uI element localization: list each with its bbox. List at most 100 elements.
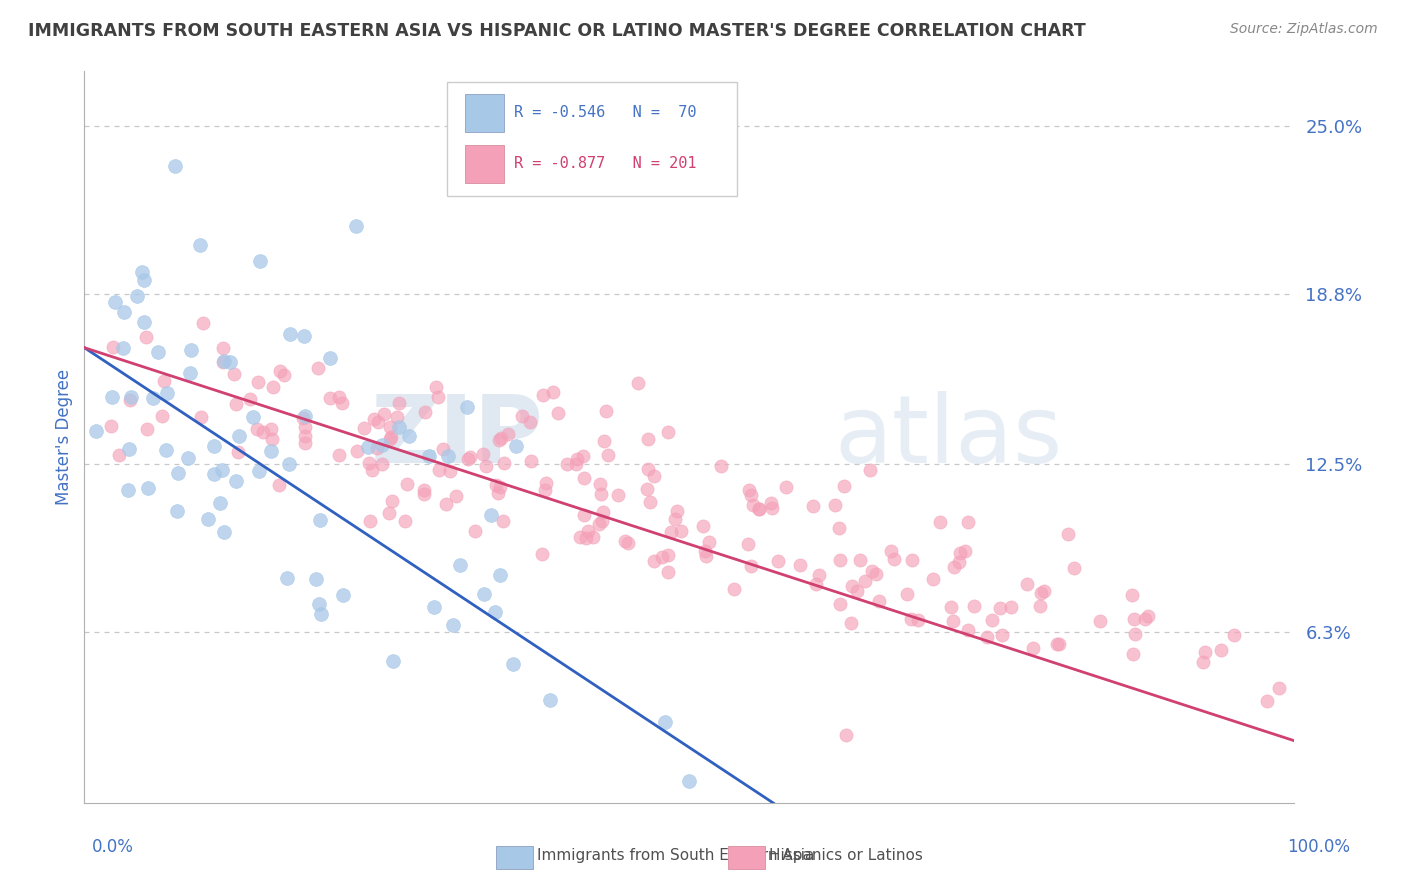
- Point: [441, 617, 464, 632]
- Point: [267, 478, 290, 492]
- Point: [346, 219, 368, 233]
- Point: [101, 390, 124, 404]
- Point: [868, 594, 890, 608]
- Point: [533, 483, 555, 497]
- Text: Hispanics or Latinos: Hispanics or Latinos: [769, 848, 922, 863]
- Point: [839, 615, 862, 630]
- Point: [371, 438, 394, 452]
- Point: [111, 341, 134, 355]
- Point: [614, 534, 637, 549]
- Point: [357, 440, 380, 454]
- Point: [489, 431, 512, 445]
- Point: [643, 553, 665, 567]
- Point: [637, 432, 659, 446]
- Point: [179, 366, 201, 380]
- Point: [486, 485, 509, 500]
- Point: [135, 422, 157, 436]
- Point: [865, 566, 887, 581]
- Point: [166, 504, 188, 518]
- Point: [276, 571, 298, 585]
- Point: [378, 420, 401, 434]
- Point: [278, 458, 301, 472]
- Point: [489, 567, 512, 582]
- Point: [669, 524, 692, 538]
- Point: [190, 409, 212, 424]
- Point: [759, 496, 782, 510]
- Text: ZIP: ZIP: [371, 391, 544, 483]
- Point: [1017, 576, 1039, 591]
- Point: [1033, 584, 1056, 599]
- Point: [134, 316, 156, 330]
- Point: [1256, 693, 1278, 707]
- Point: [249, 254, 271, 268]
- Point: [361, 463, 384, 477]
- Point: [492, 456, 515, 470]
- Point: [225, 397, 247, 411]
- Point: [963, 599, 986, 614]
- Point: [591, 486, 613, 500]
- Text: Source: ZipAtlas.com: Source: ZipAtlas.com: [1230, 22, 1378, 37]
- Point: [262, 380, 284, 394]
- Point: [319, 351, 342, 366]
- Point: [860, 564, 883, 578]
- Text: 100.0%: 100.0%: [1286, 838, 1350, 856]
- Point: [976, 630, 998, 644]
- Text: R = -0.546   N =  70: R = -0.546 N = 70: [513, 105, 696, 120]
- Point: [806, 577, 828, 591]
- FancyBboxPatch shape: [465, 94, 503, 132]
- Point: [332, 588, 354, 602]
- Point: [135, 330, 157, 344]
- Point: [1122, 647, 1144, 661]
- Point: [541, 384, 564, 399]
- Point: [636, 483, 658, 497]
- Point: [761, 500, 783, 515]
- Point: [156, 386, 179, 401]
- Point: [901, 553, 924, 567]
- FancyBboxPatch shape: [465, 145, 503, 183]
- Point: [565, 452, 588, 467]
- Point: [1194, 645, 1216, 659]
- Point: [654, 714, 676, 729]
- Point: [738, 483, 761, 498]
- Point: [638, 495, 661, 509]
- Point: [357, 456, 380, 470]
- Point: [1137, 609, 1160, 624]
- Point: [373, 407, 395, 421]
- Point: [1057, 527, 1080, 541]
- Point: [378, 506, 401, 520]
- Point: [830, 553, 852, 567]
- Point: [664, 512, 686, 526]
- Point: [697, 534, 720, 549]
- Point: [446, 489, 468, 503]
- Point: [309, 512, 332, 526]
- Point: [474, 459, 496, 474]
- Point: [510, 409, 533, 423]
- Point: [294, 409, 316, 423]
- Y-axis label: Master's Degree: Master's Degree: [55, 369, 73, 505]
- Point: [134, 273, 156, 287]
- Point: [572, 450, 595, 464]
- Point: [150, 409, 173, 423]
- Point: [202, 467, 225, 482]
- Point: [565, 457, 588, 471]
- Point: [485, 478, 508, 492]
- Point: [1268, 681, 1291, 695]
- Point: [519, 415, 541, 429]
- Point: [371, 458, 394, 472]
- Point: [538, 693, 561, 707]
- Point: [131, 265, 153, 279]
- Point: [808, 567, 831, 582]
- Point: [197, 511, 219, 525]
- Point: [103, 340, 125, 354]
- Point: [307, 360, 329, 375]
- Point: [212, 525, 235, 540]
- Point: [294, 436, 316, 450]
- Point: [737, 536, 759, 550]
- Point: [413, 487, 436, 501]
- Point: [328, 390, 350, 404]
- Point: [100, 419, 122, 434]
- Point: [228, 428, 250, 442]
- Point: [569, 530, 592, 544]
- Point: [948, 555, 970, 569]
- Point: [211, 463, 233, 477]
